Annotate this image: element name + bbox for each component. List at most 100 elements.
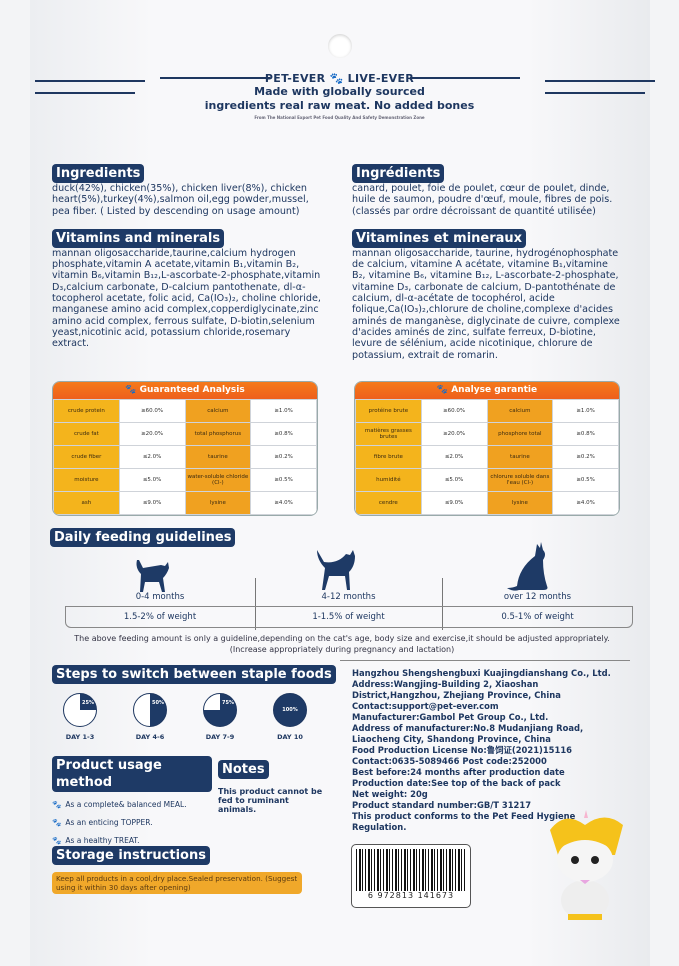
- age-label: 4-12 months: [321, 592, 376, 602]
- analysis-table: crude protein ≥60.0% calcium ≥1.0% crude fat…: [53, 399, 317, 515]
- info-line: Address:Wangjing-Building 2, Xiaoshan Di…: [352, 679, 561, 700]
- analysis-table: protéine brute ≥60.0% calcium ≥1.0% matières…: [355, 399, 619, 515]
- feeding-note: The above feeding amount is only a guide…: [74, 634, 610, 654]
- usage-section: Product usage method 🐾 As a complete& bal…: [52, 756, 212, 854]
- step-percent: 100%: [282, 707, 298, 713]
- analysis-nutrient: matières grasses brutes: [355, 422, 422, 446]
- analysis-nutrient: lysine: [486, 491, 554, 515]
- analysis-value: ≤9.0%: [420, 491, 488, 515]
- table-title: Analyse garantie: [451, 385, 538, 395]
- analysis-value: ≥0.2%: [552, 445, 619, 469]
- section-title: Product usage method: [52, 756, 212, 792]
- analysis-row: matières grasses brutes ≥20.0% phosphore t…: [355, 422, 619, 446]
- analysis-nutrient: water-soluble chloride (Cl-): [184, 468, 252, 492]
- tagline: ingredients real raw meat. No added bone…: [204, 99, 475, 112]
- progress-pie: 75%: [203, 693, 237, 727]
- divider: [410, 77, 520, 79]
- info-line: Net weight: 20g: [352, 789, 428, 799]
- analysis-nutrient: crude fiber: [53, 445, 120, 469]
- divider: [160, 77, 270, 79]
- storage-section: Storage instructions: [52, 844, 210, 865]
- brand-header: PET-EVER 🐾 LIVE-EVER Made with globally …: [0, 72, 679, 120]
- analysis-row: protéine brute ≥60.0% calcium ≥1.0%: [355, 399, 619, 423]
- paw-icon: 🐾: [52, 836, 62, 845]
- age-label: 0-4 months: [135, 592, 185, 602]
- divider: [545, 92, 645, 94]
- notes-text: This product cannot be fed to ruminant a…: [218, 787, 323, 814]
- table-title: Guaranteed Analysis: [139, 385, 245, 395]
- guaranteed-analysis-fr: 🐾 Analyse garantie protéine brute ≥60.0% c…: [354, 381, 620, 516]
- analysis-value: ≥0.5%: [250, 468, 317, 492]
- analysis-row: fibre brute ≤2.0% taurine ≥0.2%: [355, 445, 619, 469]
- steps-section: Steps to switch between staple foods: [52, 663, 336, 684]
- analysis-value: ≥60.0%: [118, 399, 186, 423]
- company-info: Hangzhou Shengshengbuxi Kuajingdianshang…: [352, 668, 612, 833]
- amount-value: 0.5-1% of weight: [501, 612, 574, 622]
- step-percent: 50%: [152, 700, 164, 706]
- guaranteed-analysis-en: 🐾 Guaranteed Analysis crude protein ≥60.0…: [52, 381, 318, 516]
- section-title: Steps to switch between staple foods: [52, 665, 336, 684]
- storage-text: Keep all products in a cool,dry place.Se…: [52, 872, 302, 894]
- info-line: Product standard number:GB/T 31217: [352, 800, 532, 810]
- notes-section: Notes This product cannot be fed to rumi…: [218, 758, 328, 814]
- paw-icon: 🐾: [52, 800, 62, 809]
- analysis-value: ≥20.0%: [118, 422, 186, 446]
- analysis-nutrient: lysine: [184, 491, 252, 515]
- divider: [35, 92, 135, 94]
- steps-list: 25% DAY 1-3 50% DAY 4-6 75% DAY 7-9 100% DAY 10: [55, 693, 335, 753]
- section-title: Daily feeding guidelines: [50, 528, 236, 547]
- analysis-nutrient: protéine brute: [355, 399, 422, 423]
- barcode-number: 6 972813 141673: [367, 891, 455, 900]
- slogan: LIVE-EVER: [347, 72, 415, 85]
- analysis-value: ≤5.0%: [118, 468, 186, 492]
- analysis-value: ≥1.0%: [250, 399, 317, 423]
- analysis-nutrient: moisture: [53, 468, 120, 492]
- step-item: 50% DAY 4-6: [125, 693, 175, 753]
- analysis-row: crude fiber ≤2.0% taurine ≥0.2%: [53, 445, 317, 469]
- barcode: 6 972813 141673: [351, 844, 471, 908]
- analysis-row: ash ≤9.0% lysine ≥4.0%: [53, 491, 317, 515]
- ingredients-text: canard, poulet, foie de poulet, cœur de …: [352, 183, 613, 217]
- analysis-value: ≥0.5%: [552, 468, 619, 492]
- analysis-row: moisture ≤5.0% water-soluble chloride (Cl-…: [53, 468, 317, 492]
- analysis-value: ≤5.0%: [420, 468, 488, 492]
- adult-cat-icon: [507, 542, 548, 591]
- info-line: Contact:support@pet-ever.com: [352, 701, 499, 711]
- usage-text: As a healthy TREAT.: [65, 836, 140, 845]
- step-percent: 75%: [222, 700, 234, 706]
- paw-icon: 🐾: [125, 385, 140, 395]
- analysis-row: humidité ≤5.0% chlorure soluble dans l'eau…: [355, 468, 619, 492]
- analysis-row: cendre ≤9.0% lysine ≥4.0%: [355, 491, 619, 515]
- usage-text: As a complete& balanced MEAL.: [65, 800, 187, 809]
- analysis-nutrient: taurine: [184, 445, 252, 469]
- paw-icon: 🐾: [329, 72, 344, 85]
- analysis-nutrient: cendre: [355, 491, 422, 515]
- analysis-value: ≤2.0%: [118, 445, 186, 469]
- analysis-row: crude protein ≥60.0% calcium ≥1.0%: [53, 399, 317, 423]
- amount-value: 1-1.5% of weight: [312, 612, 385, 622]
- progress-pie: 25%: [63, 693, 97, 727]
- analysis-nutrient: phosphore total: [486, 422, 554, 446]
- step-day: DAY 1-3: [65, 733, 95, 741]
- info-line: Best before:24 months after production d…: [352, 767, 565, 777]
- analysis-value: ≥1.0%: [552, 399, 619, 423]
- analysis-value: ≥60.0%: [420, 399, 488, 423]
- vitamins-text: mannan oligosaccharide, taurine, hydrogé…: [352, 247, 620, 361]
- analysis-nutrient: calcium: [486, 399, 554, 423]
- progress-pie: 50%: [133, 693, 167, 727]
- analysis-value: ≥4.0%: [552, 491, 619, 515]
- step-day: DAY 4-6: [135, 733, 165, 741]
- analysis-nutrient: calcium: [184, 399, 252, 423]
- vitamins-text: mannan oligosaccharide,taurine,calcium h…: [52, 247, 321, 350]
- info-line: This product conforms to the Pet Feed Hy…: [352, 811, 576, 832]
- info-line: Food Production License No:鲁饲证(2021)1511…: [352, 745, 572, 755]
- feeding-section: Daily feeding guidelines: [50, 526, 236, 547]
- divider: [35, 80, 145, 82]
- usage-item: 🐾 As an enticing TOPPER.: [52, 818, 212, 828]
- analysis-nutrient: ash: [53, 491, 120, 515]
- paw-icon: 🐾: [436, 385, 452, 395]
- analysis-value: ≥20.0%: [420, 422, 488, 446]
- info-line: Contact:0635-5089466 Post code:252000: [352, 756, 547, 766]
- step-day: DAY 7-9: [205, 733, 235, 741]
- analysis-row: crude fat ≥20.0% total phosphorus ≥0.8%: [53, 422, 317, 446]
